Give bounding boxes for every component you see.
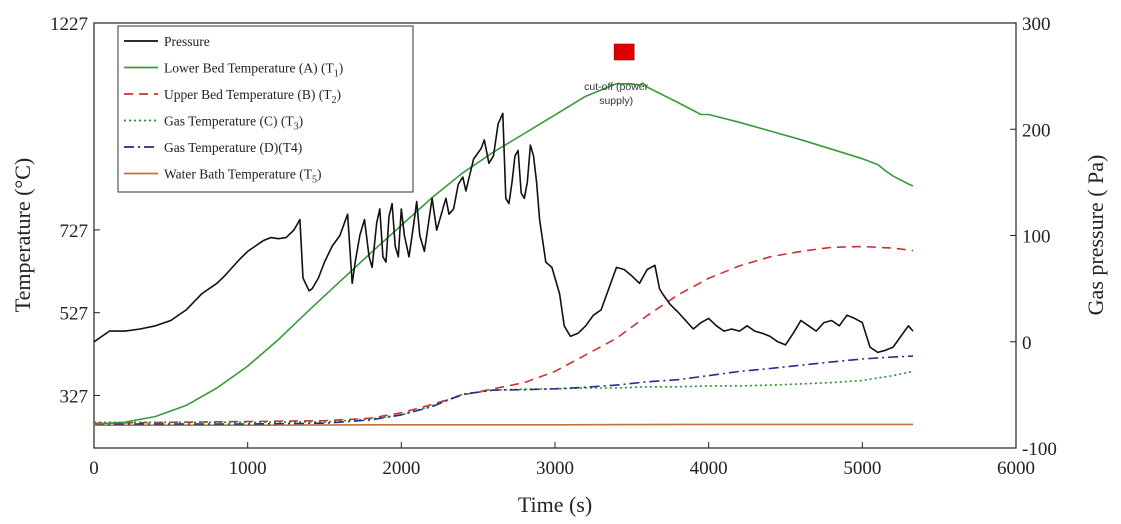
x-axis-title: Time (s)	[518, 492, 592, 517]
series-line-0	[93, 112, 914, 354]
series-layer	[93, 82, 914, 426]
legend-label: Lower Bed Temperature (A) (T1)	[164, 61, 343, 80]
legend: Pressure Lower Bed Temperature (A) (T1) Up…	[117, 25, 414, 193]
y-left-tick-label: 327	[60, 386, 89, 407]
x-tick-label: 2000	[382, 458, 420, 479]
annotation: cut-off (power supply)	[584, 43, 649, 107]
x-tick-label: 5000	[843, 458, 881, 479]
cutoff-marker	[613, 43, 635, 61]
y-right-tick-label: 200	[1022, 120, 1051, 141]
x-tick-label: 4000	[690, 458, 728, 479]
y-left-tick-label: 1227	[50, 14, 88, 35]
legend-label: Water Bath Temperature (T5)	[164, 167, 322, 186]
x-tick-label: 3000	[536, 458, 574, 479]
annotation-text-line2: supply)	[599, 95, 633, 107]
legend-label: Gas Temperature (D)(T4)	[164, 140, 302, 155]
ticks-layer: 0 1000 2000 3000 4000 5000 60003275277271227-1…	[50, 14, 1057, 479]
series-line-2	[93, 245, 914, 424]
series-line-3	[94, 370, 914, 424]
series-line-4	[94, 355, 914, 425]
series-line-5	[94, 423, 913, 426]
y-left-tick-label: 527	[60, 304, 89, 325]
legend-box	[117, 25, 414, 193]
x-tick-label: 0	[89, 458, 99, 479]
y-axis-right-title: Gas pressure ( Pa)	[1083, 155, 1108, 316]
y-axis-left-title: Temperature (°C)	[10, 158, 35, 312]
y-right-tick-label: 0	[1022, 333, 1032, 354]
legend-label: Pressure	[164, 34, 210, 49]
x-tick-label: 1000	[229, 458, 267, 479]
y-right-tick-label: 300	[1022, 14, 1051, 35]
legend-label: Gas Temperature (C) (T3)	[164, 114, 303, 133]
series-line-1	[93, 82, 914, 425]
y-right-tick-label: -100	[1022, 439, 1057, 460]
y-left-tick-label: 727	[60, 221, 89, 242]
x-tick-label: 6000	[997, 458, 1035, 479]
y-right-tick-label: 100	[1022, 227, 1051, 248]
annotation-text-line1: cut-off (power	[584, 81, 649, 93]
legend-items: Pressure Lower Bed Temperature (A) (T1) Up…	[124, 34, 343, 186]
legend-label: Upper Bed Temperature (B) (T2)	[164, 87, 341, 106]
